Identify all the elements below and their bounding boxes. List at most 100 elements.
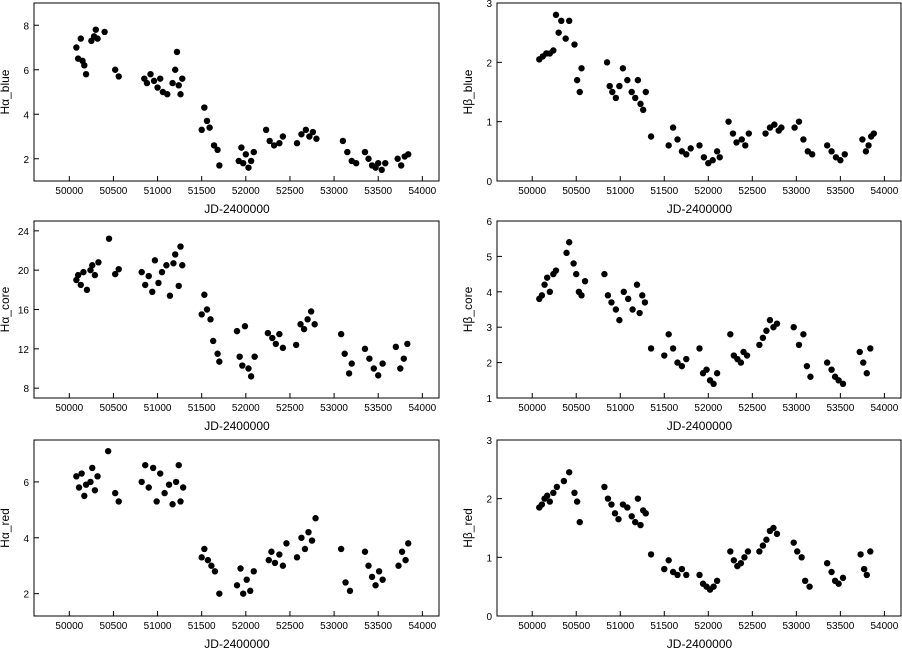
x-tick-label: 50000 bbox=[55, 186, 83, 197]
data-point bbox=[169, 501, 176, 508]
x-tick-label: 52000 bbox=[694, 186, 722, 197]
y-tick-label: 2 bbox=[23, 590, 29, 601]
data-point bbox=[745, 130, 753, 137]
data-point bbox=[172, 66, 179, 73]
data-point bbox=[211, 568, 219, 575]
x-tick-label: 51000 bbox=[144, 621, 172, 632]
data-point bbox=[608, 299, 615, 306]
data-point bbox=[837, 157, 844, 164]
data-point bbox=[570, 260, 577, 267]
data-point bbox=[233, 582, 241, 589]
data-point bbox=[115, 265, 122, 273]
data-point bbox=[309, 128, 317, 136]
data-point bbox=[365, 155, 372, 162]
data-point bbox=[800, 136, 807, 143]
x-axis-title: JD-2400000 bbox=[667, 637, 733, 651]
data-point bbox=[154, 84, 161, 91]
data-point bbox=[201, 291, 208, 298]
data-point bbox=[297, 321, 304, 328]
y-axis-title: Hβ_red bbox=[461, 508, 475, 548]
data-point bbox=[312, 515, 319, 522]
data-point bbox=[169, 79, 176, 87]
data-point bbox=[151, 257, 159, 264]
data-point bbox=[342, 579, 349, 586]
panel-hbeta-blue: 50000 50500 51000 51500 52000 52500 53000 53500… bbox=[461, 0, 902, 216]
data-point bbox=[300, 325, 308, 333]
data-point bbox=[73, 44, 80, 51]
data-point bbox=[77, 281, 84, 289]
data-point bbox=[647, 345, 655, 352]
data-point bbox=[616, 316, 623, 324]
x-tick-label: 50500 bbox=[100, 621, 128, 632]
data-point bbox=[762, 130, 769, 137]
data-point bbox=[87, 478, 94, 486]
data-point bbox=[87, 266, 94, 274]
x-tick-label: 50000 bbox=[518, 403, 546, 414]
data-point bbox=[204, 556, 212, 564]
data-point bbox=[243, 576, 250, 583]
x-axis-title: JD-2400000 bbox=[667, 202, 733, 216]
data-point bbox=[808, 151, 816, 158]
data-point bbox=[250, 148, 257, 156]
data-point bbox=[563, 249, 570, 257]
x-tick-label: 54000 bbox=[408, 621, 436, 632]
data-point bbox=[233, 327, 241, 335]
x-tick-label: 52500 bbox=[276, 403, 304, 414]
data-point bbox=[743, 352, 751, 359]
data-point bbox=[83, 286, 91, 294]
data-point bbox=[251, 353, 258, 360]
data-point bbox=[856, 348, 863, 356]
x-tick-label: 54000 bbox=[408, 403, 436, 414]
data-point bbox=[633, 281, 641, 288]
x-tick-label: 51500 bbox=[650, 403, 678, 414]
y-tick-label: 1 bbox=[486, 394, 492, 405]
x-tick-label: 51000 bbox=[606, 403, 634, 414]
data-point bbox=[216, 590, 223, 597]
data-point bbox=[241, 323, 249, 330]
data-point bbox=[729, 130, 737, 137]
data-point bbox=[713, 577, 721, 584]
data-point bbox=[794, 548, 801, 555]
data-point bbox=[742, 142, 749, 149]
x-tick-label: 54000 bbox=[870, 186, 898, 197]
x-tick-label: 50000 bbox=[55, 403, 83, 414]
data-point bbox=[773, 530, 781, 538]
data-point bbox=[138, 268, 145, 276]
data-point bbox=[214, 350, 221, 357]
data-point bbox=[170, 260, 177, 267]
data-point bbox=[392, 343, 400, 351]
x-tick-label: 52000 bbox=[694, 621, 722, 632]
y-tick-label: 4 bbox=[23, 110, 29, 121]
data-point bbox=[271, 559, 279, 567]
data-point bbox=[624, 504, 631, 511]
data-point bbox=[361, 345, 369, 353]
data-point bbox=[661, 565, 668, 573]
panel-hbeta-red: 50000 50500 51000 51500 52000 52500 53000 53500… bbox=[461, 436, 902, 651]
y-axis-title: Hα_blue bbox=[0, 69, 12, 114]
data-point bbox=[370, 365, 378, 372]
data-point bbox=[859, 136, 866, 143]
data-point bbox=[604, 292, 612, 299]
data-point bbox=[683, 571, 690, 579]
data-point bbox=[157, 75, 164, 82]
data-point bbox=[397, 162, 405, 169]
data-point bbox=[550, 489, 557, 496]
data-point bbox=[361, 148, 369, 156]
data-point bbox=[713, 370, 721, 377]
data-point bbox=[161, 489, 168, 497]
data-point bbox=[301, 545, 309, 553]
data-point bbox=[601, 270, 608, 278]
data-point bbox=[313, 135, 320, 142]
data-point bbox=[700, 154, 708, 161]
data-point bbox=[337, 545, 345, 553]
x-tick-label: 50000 bbox=[55, 621, 83, 632]
plot-frame bbox=[33, 220, 440, 399]
data-point bbox=[636, 309, 643, 317]
y-tick-label: 24 bbox=[18, 227, 30, 238]
data-point bbox=[624, 295, 632, 303]
plot-frame bbox=[33, 2, 440, 182]
data-point bbox=[710, 583, 717, 590]
data-point bbox=[552, 267, 560, 274]
data-point bbox=[92, 26, 99, 33]
data-point bbox=[245, 164, 252, 171]
